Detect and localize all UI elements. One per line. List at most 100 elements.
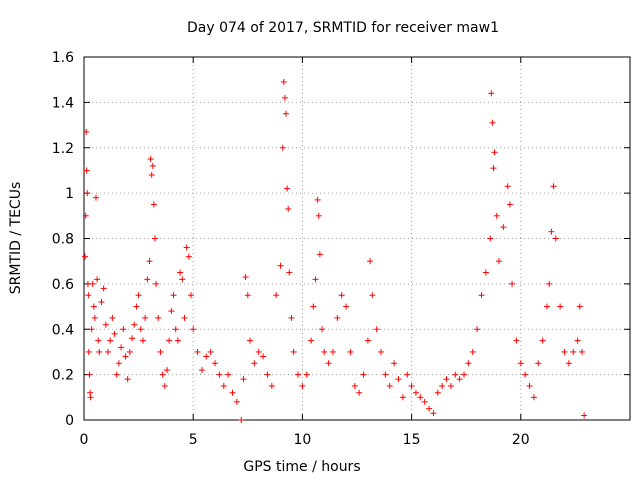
data-point — [506, 201, 513, 208]
data-point — [417, 394, 424, 401]
data-point — [183, 244, 190, 251]
data-point — [203, 353, 210, 360]
data-point — [517, 360, 524, 367]
data-point — [87, 394, 94, 401]
data-point — [177, 269, 184, 276]
data-point — [303, 371, 310, 378]
data-point — [90, 303, 97, 310]
data-point — [268, 382, 275, 389]
data-point — [105, 348, 112, 355]
data-point — [95, 337, 102, 344]
data-point — [83, 128, 90, 135]
data-point — [279, 144, 286, 151]
data-point — [308, 337, 315, 344]
data-point — [166, 337, 173, 344]
data-point — [391, 360, 398, 367]
data-point — [148, 171, 155, 178]
data-point — [85, 348, 92, 355]
data-point — [412, 389, 419, 396]
data-point — [207, 348, 214, 355]
y-tick-label: 0.4 — [52, 322, 74, 338]
data-point — [281, 94, 288, 101]
data-point — [284, 185, 291, 192]
y-tick-label: 1.4 — [52, 95, 74, 111]
data-point — [198, 367, 205, 374]
x-axis-label: GPS time / hours — [243, 459, 360, 475]
chart-title: Day 074 of 2017, SRMTID for receiver maw… — [187, 20, 499, 36]
data-point — [240, 376, 247, 383]
data-point — [578, 348, 585, 355]
data-point — [504, 183, 511, 190]
data-point — [382, 371, 389, 378]
data-point — [434, 389, 441, 396]
data-point — [137, 326, 144, 333]
data-point — [347, 348, 354, 355]
data-point — [500, 224, 507, 231]
data-point — [522, 371, 529, 378]
data-point — [244, 292, 251, 299]
data-point — [290, 348, 297, 355]
data-point — [146, 258, 153, 265]
data-point — [474, 326, 481, 333]
data-point — [129, 335, 136, 342]
data-point — [229, 389, 236, 396]
data-point — [131, 321, 138, 328]
data-point — [242, 274, 249, 281]
data-point — [469, 348, 476, 355]
data-point — [465, 360, 472, 367]
data-point — [319, 326, 326, 333]
data-point — [96, 348, 103, 355]
data-point — [216, 371, 223, 378]
data-point — [386, 382, 393, 389]
data-point — [82, 212, 89, 219]
data-point — [299, 382, 306, 389]
x-tick-label: 20 — [512, 432, 530, 448]
data-point — [452, 371, 459, 378]
data-point — [102, 321, 109, 328]
data-point — [120, 326, 127, 333]
data-point — [493, 212, 500, 219]
data-point — [447, 382, 454, 389]
data-point — [185, 253, 192, 260]
data-point — [378, 348, 385, 355]
x-axis-ticks: 0 5 10 15 20 — [80, 57, 530, 448]
data-point — [113, 371, 120, 378]
y-tick-label: 0.8 — [52, 232, 74, 248]
data-point — [157, 348, 164, 355]
data-point — [126, 348, 133, 355]
data-point — [295, 371, 302, 378]
data-point — [118, 344, 125, 351]
data-point — [212, 360, 219, 367]
data-point — [109, 314, 116, 321]
data-point — [539, 337, 546, 344]
data-point — [530, 394, 537, 401]
data-point — [546, 280, 553, 287]
data-point — [488, 90, 495, 97]
data-point — [325, 360, 332, 367]
data-point — [552, 235, 559, 242]
data-point — [233, 398, 240, 405]
data-point — [430, 410, 437, 417]
x-tick-label: 15 — [403, 432, 421, 448]
data-point — [86, 371, 93, 378]
x-tick-label: 5 — [189, 432, 198, 448]
data-point — [315, 212, 322, 219]
y-tick-label: 0 — [65, 413, 74, 429]
data-point — [526, 382, 533, 389]
data-point — [260, 353, 267, 360]
data-point — [115, 360, 122, 367]
data-point — [443, 376, 450, 383]
data-point — [404, 371, 411, 378]
data-point — [286, 269, 293, 276]
data-point — [544, 303, 551, 310]
data-point — [172, 326, 179, 333]
data-point — [351, 382, 358, 389]
data-point — [238, 417, 245, 423]
data-point — [408, 382, 415, 389]
data-point — [565, 360, 572, 367]
data-point — [338, 292, 345, 299]
data-point — [478, 292, 485, 299]
data-points — [82, 78, 588, 423]
data-point — [439, 382, 446, 389]
data-point — [456, 376, 463, 383]
